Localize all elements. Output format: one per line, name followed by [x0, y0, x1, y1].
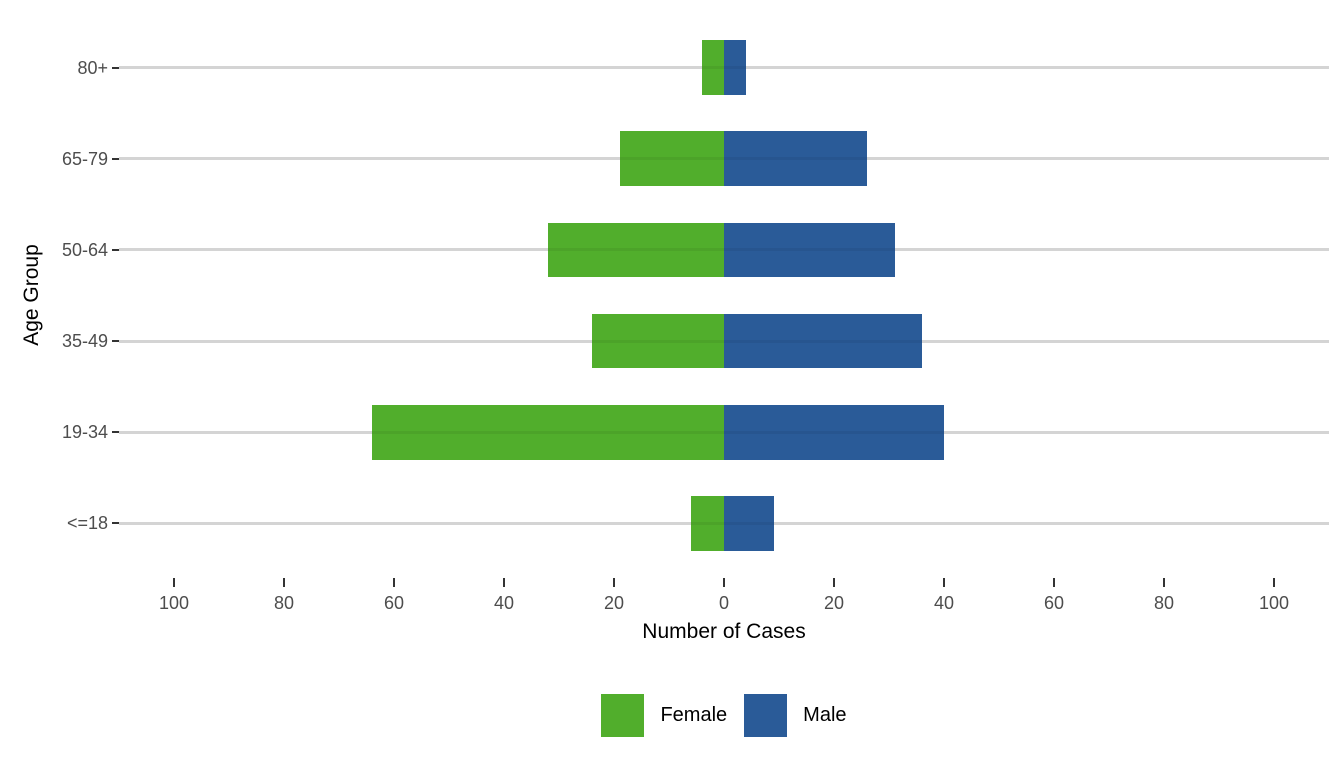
- y-axis-tick-label-80+: 80+: [77, 57, 108, 78]
- x-axis: 100 80 60 40 20 0 20 40 60 80 100: [119, 578, 1329, 618]
- y-axis-tick-label-50-64: 50-64: [61, 239, 108, 260]
- y-axis-tick-50-64: [112, 248, 119, 251]
- x-axis-tick-label-20-4: 20: [603, 593, 625, 613]
- bar-gridline-overlay: [548, 248, 724, 252]
- legend-item-male: Male: [744, 693, 847, 737]
- legend: Female Male: [119, 693, 1329, 737]
- bar-gridline-overlay: [724, 430, 944, 434]
- bar-male-80+: [724, 40, 746, 95]
- x-axis-tick-80-9: [1163, 578, 1165, 587]
- x-axis-tick-label-60-2: 60: [383, 593, 405, 613]
- y-axis-tick-65-79: [112, 157, 119, 160]
- bar-female-50-64: [548, 222, 724, 278]
- bar-gridline-overlay: [691, 521, 724, 525]
- y-axis-tick-label-65-79: 65-79: [61, 148, 108, 169]
- x-axis-tick-100-0: [173, 578, 175, 587]
- x-axis-tick-label-100-10: 100: [1258, 593, 1290, 613]
- x-axis-tick-label-100-0: 100: [158, 593, 190, 613]
- x-axis-tick-20-4: [613, 578, 615, 587]
- x-axis-tick-label-60-8: 60: [1043, 593, 1065, 613]
- x-axis-tick-label-40-3: 40: [493, 593, 515, 613]
- x-axis-tick-60-8: [1053, 578, 1055, 587]
- legend-key-female-swatch: [601, 693, 645, 737]
- x-axis-tick-40-3: [503, 578, 505, 587]
- bar-male-35-49: [724, 313, 922, 369]
- bar-gridline-overlay: [724, 339, 922, 343]
- x-axis-tick-label-20-6: 20: [823, 593, 845, 613]
- bar-male-50-64: [724, 222, 895, 278]
- plot-panel: 80+ 65-79 50-64 35-49 19-34 <=18: [62, 13, 1329, 578]
- bar-gridline-overlay: [724, 66, 746, 70]
- bar-gridline-overlay: [724, 157, 867, 161]
- y-axis-tick-80+: [112, 66, 119, 69]
- x-axis-tick-80-1: [283, 578, 285, 587]
- bar-male-65-79: [724, 131, 867, 187]
- y-axis-tick-label-35-49: 35-49: [61, 331, 108, 352]
- bar-gridline-overlay: [372, 430, 724, 434]
- bar-female-65-79: [619, 131, 724, 187]
- legend-item-female: Female: [601, 693, 728, 737]
- bar-female-19-34: [372, 404, 724, 460]
- bar-male-<=18: [724, 495, 774, 551]
- x-axis-tick-100-10: [1273, 578, 1275, 587]
- bar-female-<=18: [691, 495, 724, 551]
- legend-label-female: Female: [660, 703, 728, 726]
- bar-gridline-overlay: [619, 157, 724, 161]
- bar-gridline-overlay: [724, 248, 895, 252]
- bar-male-19-34: [724, 404, 944, 460]
- x-axis-tick-0-5: [723, 578, 725, 587]
- bar-gridline-overlay: [724, 521, 774, 525]
- y-axis-tick-35-49: [112, 340, 119, 343]
- y-axis-tick-19-34: [112, 431, 119, 434]
- bar-female-35-49: [592, 313, 724, 369]
- legend-label-male: Male: [803, 703, 847, 726]
- bar-female-80+: [702, 40, 724, 95]
- x-axis-title: Number of Cases: [642, 620, 806, 643]
- x-axis-tick-label-80-9: 80: [1153, 593, 1175, 613]
- x-axis-tick-40-7: [943, 578, 945, 587]
- y-axis-tick-label-<=18: <=18: [66, 513, 108, 534]
- x-axis-tick-label-0-5: 0: [718, 593, 729, 613]
- bar-gridline-overlay: [592, 339, 724, 343]
- x-axis-tick-20-6: [833, 578, 835, 587]
- x-axis-tick-label-40-7: 40: [933, 593, 955, 613]
- x-axis-tick-label-80-1: 80: [273, 593, 295, 613]
- legend-key-male-swatch: [744, 693, 788, 737]
- bar-gridline-overlay: [702, 66, 724, 70]
- x-axis-tick-60-2: [393, 578, 395, 587]
- y-axis-tick-label-19-34: 19-34: [61, 422, 108, 443]
- y-axis-tick-<=18: [112, 522, 119, 525]
